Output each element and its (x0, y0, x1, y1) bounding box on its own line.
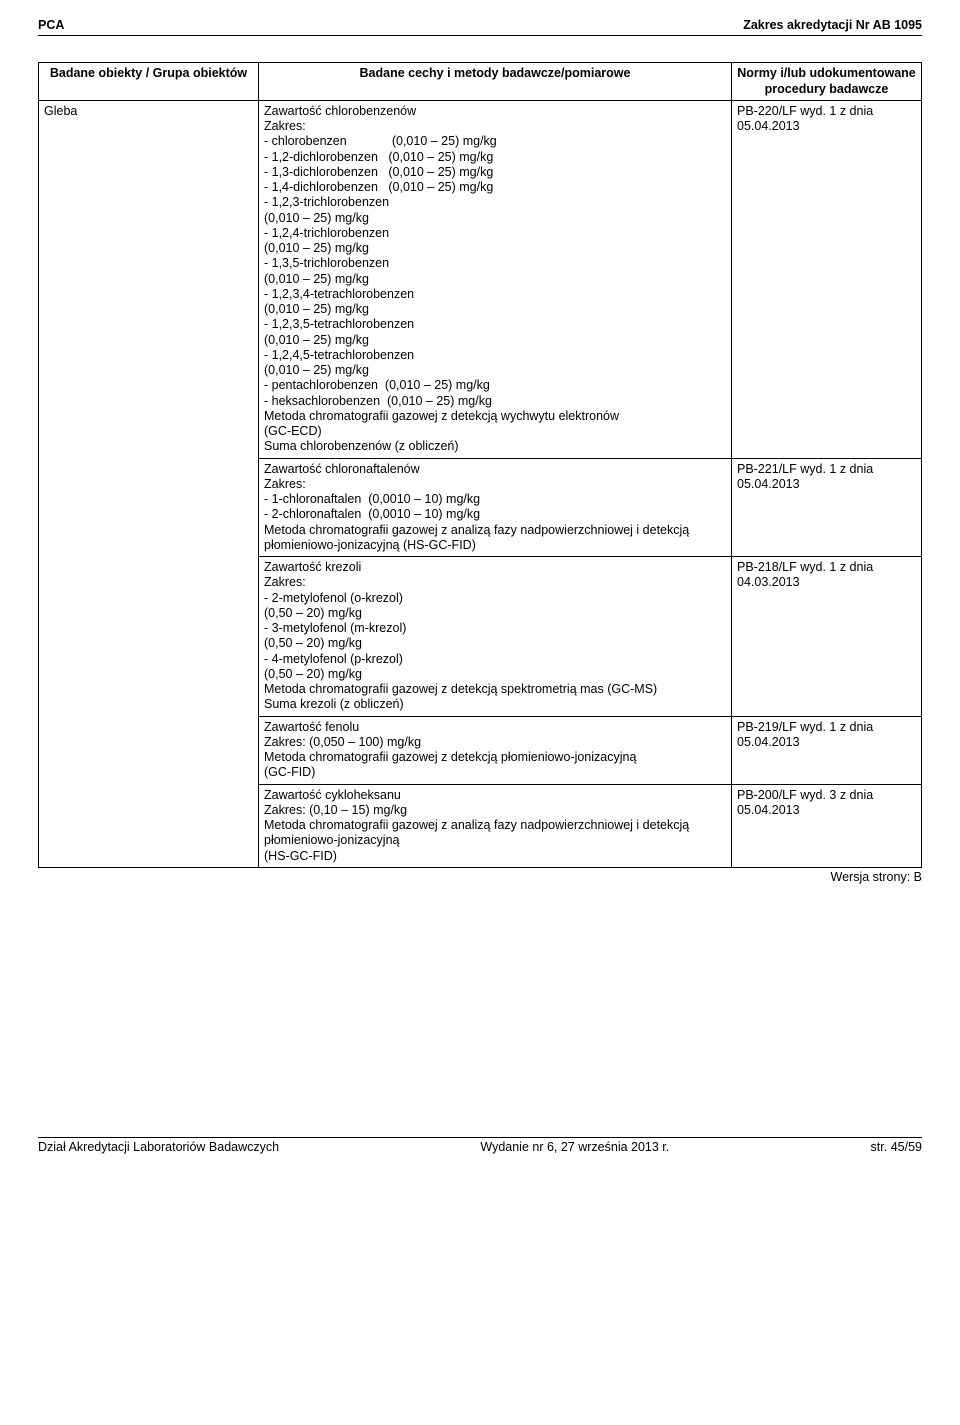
text-line: (0,50 – 20) mg/kg (264, 636, 726, 651)
text-line: PB-219/LF wyd. 1 z dnia 05.04.2013 (737, 720, 916, 751)
text-line: (0,010 – 25) mg/kg (264, 333, 726, 348)
text-line: - 1,2,3,5-tetrachlorobenzen (264, 317, 726, 332)
col-header-objects: Badane obiekty / Grupa obiektów (39, 63, 259, 101)
text-line: - 1,2,4,5-tetrachlorobenzen (264, 348, 726, 363)
text-line: Suma krezoli (z obliczeń) (264, 697, 726, 712)
text-line: - chlorobenzen (0,010 – 25) mg/kg (264, 134, 726, 149)
text-line: Zawartość fenolu (264, 720, 726, 735)
text-line: (0,010 – 25) mg/kg (264, 272, 726, 287)
text-line: Metoda chromatografii gazowej z detekcją… (264, 750, 726, 765)
cell-norms: PB-219/LF wyd. 1 z dnia 05.04.2013 (732, 716, 922, 784)
text-line: Zawartość cykloheksanu (264, 788, 726, 803)
text-line: (0,010 – 25) mg/kg (264, 211, 726, 226)
text-line: - heksachlorobenzen (0,010 – 25) mg/kg (264, 394, 726, 409)
text-line: - 1,2,3-trichlorobenzen (264, 195, 726, 210)
text-line: - 1,3,5-trichlorobenzen (264, 256, 726, 271)
text-line: Zakres: (264, 119, 726, 134)
cell-norms: PB-200/LF wyd. 3 z dnia 05.04.2013 (732, 784, 922, 867)
cell-methods: Zawartość chloronaftalenówZakres:- 1-chl… (259, 458, 732, 557)
text-line: - 1,3-dichlorobenzen (0,010 – 25) mg/kg (264, 165, 726, 180)
text-line: (HS-GC-FID) (264, 849, 726, 864)
text-line: - 1-chloronaftalen (0,0010 – 10) mg/kg (264, 492, 726, 507)
page-footer: Dział Akredytacji Laboratoriów Badawczyc… (38, 1137, 922, 1155)
text-line: Suma chlorobenzenów (z obliczeń) (264, 439, 726, 454)
text-line: Metoda chromatografii gazowej z analizą … (264, 818, 726, 849)
accreditation-table: Badane obiekty / Grupa obiektów Badane c… (38, 62, 922, 868)
cell-norms: PB-218/LF wyd. 1 z dnia 04.03.2013 (732, 557, 922, 717)
text-line: - 3-metylofenol (m-krezol) (264, 621, 726, 636)
text-line: Metoda chromatografii gazowej z detekcją… (264, 409, 726, 424)
col-header-norms: Normy i/lub udokumentowane procedury bad… (732, 63, 922, 101)
cell-norms: PB-221/LF wyd. 1 z dnia 05.04.2013 (732, 458, 922, 557)
page-header: PCA Zakres akredytacji Nr AB 1095 (38, 18, 922, 36)
text-line: Zawartość krezoli (264, 560, 726, 575)
text-line: - 4-metylofenol (p-krezol) (264, 652, 726, 667)
text-line: - 1,2-dichlorobenzen (0,010 – 25) mg/kg (264, 150, 726, 165)
header-left: PCA (38, 18, 64, 33)
text-line: (0,50 – 20) mg/kg (264, 667, 726, 682)
text-line: - 1,2,3,4-tetrachlorobenzen (264, 287, 726, 302)
cell-norms: PB-220/LF wyd. 1 z dnia 05.04.2013 (732, 100, 922, 458)
text-line: Metoda chromatografii gazowej z analizą … (264, 523, 726, 554)
cell-methods: Zawartość cykloheksanuZakres: (0,10 – 15… (259, 784, 732, 867)
cell-methods: Zawartość krezoliZakres:- 2-metylofenol … (259, 557, 732, 717)
text-line: (0,50 – 20) mg/kg (264, 606, 726, 621)
text-line: Zawartość chlorobenzenów (264, 104, 726, 119)
table-header-row: Badane obiekty / Grupa obiektów Badane c… (39, 63, 922, 101)
table-row: GlebaZawartość chlorobenzenówZakres:- ch… (39, 100, 922, 458)
text-line: PB-200/LF wyd. 3 z dnia 05.04.2013 (737, 788, 916, 819)
text-line: Zakres: (0,10 – 15) mg/kg (264, 803, 726, 818)
text-line: Zakres: (264, 477, 726, 492)
text-line: Zakres: (264, 575, 726, 590)
text-line: Zawartość chloronaftalenów (264, 462, 726, 477)
text-line: (GC-FID) (264, 765, 726, 780)
cell-methods: Zawartość fenoluZakres: (0,050 – 100) mg… (259, 716, 732, 784)
text-line: PB-220/LF wyd. 1 z dnia 05.04.2013 (737, 104, 916, 135)
text-line: (0,010 – 25) mg/kg (264, 241, 726, 256)
text-line: - 2-chloronaftalen (0,0010 – 10) mg/kg (264, 507, 726, 522)
text-line: - pentachlorobenzen (0,010 – 25) mg/kg (264, 378, 726, 393)
text-line: - 2-metylofenol (o-krezol) (264, 591, 726, 606)
text-line: (0,010 – 25) mg/kg (264, 363, 726, 378)
text-line: PB-218/LF wyd. 1 z dnia 04.03.2013 (737, 560, 916, 591)
text-line: (GC-ECD) (264, 424, 726, 439)
footer-right: str. 45/59 (871, 1140, 922, 1155)
text-line: Metoda chromatografii gazowej z detekcją… (264, 682, 726, 697)
footer-left: Dział Akredytacji Laboratoriów Badawczyc… (38, 1140, 279, 1155)
footer-center: Wydanie nr 6, 27 września 2013 r. (480, 1140, 669, 1155)
text-line: PB-221/LF wyd. 1 z dnia 05.04.2013 (737, 462, 916, 493)
text-line: (0,010 – 25) mg/kg (264, 302, 726, 317)
header-right: Zakres akredytacji Nr AB 1095 (743, 18, 922, 33)
version-label: Wersja strony: B (38, 870, 922, 885)
col-header-methods: Badane cechy i metody badawcze/pomiarowe (259, 63, 732, 101)
text-line: - 1,4-dichlorobenzen (0,010 – 25) mg/kg (264, 180, 726, 195)
text-line: Zakres: (0,050 – 100) mg/kg (264, 735, 726, 750)
cell-methods: Zawartość chlorobenzenówZakres:- chlorob… (259, 100, 732, 458)
cell-object-group: Gleba (39, 100, 259, 867)
text-line: - 1,2,4-trichlorobenzen (264, 226, 726, 241)
